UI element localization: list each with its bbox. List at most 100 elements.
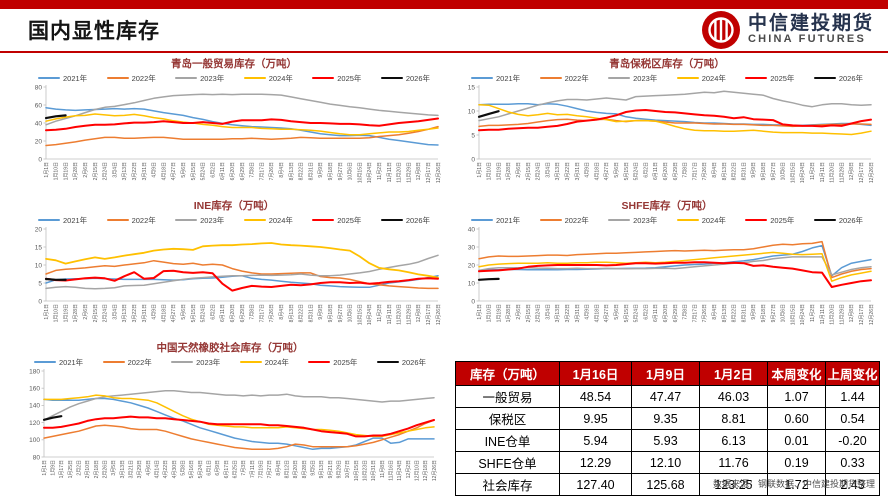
- x-tick-label: 9月27日: [771, 304, 777, 322]
- logo-text: 中信建投期货 CHINA FUTURES: [748, 14, 874, 45]
- x-tick-label: 5月24日: [634, 162, 640, 180]
- legend-year-label: 2026年: [405, 73, 430, 83]
- legend-year-label: 2025年: [770, 73, 795, 83]
- series-line-2026年: [477, 110, 500, 118]
- x-tick-label: 11月11日: [820, 304, 826, 324]
- y-tick-label: 100: [29, 437, 40, 444]
- x-tick-label: 9月5日: [311, 460, 317, 476]
- x-tick-label: 9月9日: [751, 162, 757, 178]
- legend-line-swatch: [608, 76, 631, 80]
- x-tick-label: 11月16日: [389, 460, 395, 481]
- x-tick-label: 8月13日: [722, 162, 728, 180]
- x-tick-label: 3月31日: [575, 304, 581, 322]
- x-tick-label: 10月15日: [357, 304, 363, 325]
- x-tick-label: 6月20日: [663, 162, 669, 180]
- x-tick-label: 1月19日: [496, 162, 502, 180]
- x-tick-label: 4月6日: [146, 460, 152, 476]
- inventory-summary-table: 库存（万吨） 1月16日 1月9日 1月2日 本周变化 上周变化 一般贸易 48.54 47.…: [455, 361, 880, 496]
- x-tick-label: 8月4日: [279, 304, 285, 320]
- x-tick-label: 12月26日: [869, 162, 875, 183]
- x-tick-label: 10月6日: [348, 162, 354, 180]
- x-tick-label: 6月17日: [224, 460, 230, 478]
- x-tick-label: 9月9日: [751, 304, 757, 320]
- x-tick-label: 8月31日: [308, 162, 314, 180]
- x-tick-label: 10月6日: [781, 162, 787, 180]
- x-tick-label: 8月28日: [302, 460, 308, 478]
- legend-item: 2023年: [175, 215, 224, 225]
- x-tick-label: 3月22日: [132, 162, 138, 180]
- legend-line-swatch: [539, 76, 562, 80]
- y-tick-label: 30: [468, 244, 476, 251]
- chart-qingdao-general-trade: 青岛一般贸易库存（万吨） 2021年 2022年 2023年 2024年 2025年 20…: [22, 58, 446, 195]
- x-tick-label: 6月25日: [233, 460, 239, 478]
- x-tick-label: 11月20日: [397, 304, 403, 325]
- x-tick-label: 7月17日: [692, 162, 698, 180]
- x-tick-label: 6月29日: [240, 304, 246, 322]
- x-tick-label: 4月9日: [585, 304, 591, 320]
- legend-line-swatch: [376, 360, 399, 364]
- y-tick-label: 5: [38, 280, 42, 287]
- value-cell: 1.44: [825, 385, 880, 408]
- y-tick-label: 140: [29, 403, 40, 410]
- series-line-2025年: [45, 269, 439, 292]
- x-tick-label: 3月21日: [129, 460, 135, 478]
- x-tick-label: 2月6日: [516, 304, 522, 320]
- x-tick-label: 3月4日: [112, 162, 118, 178]
- x-tick-label: 12月26日: [436, 304, 442, 325]
- x-tick-label: 12月2日: [406, 460, 412, 478]
- x-tick-label: 12月17日: [426, 304, 432, 325]
- x-tick-label: 1月1日: [44, 162, 50, 178]
- legend-year-label: 2024年: [268, 73, 293, 83]
- value-cell: -0.20: [825, 429, 880, 452]
- legend-line-swatch: [608, 218, 631, 222]
- value-cell: 0.60: [767, 407, 826, 430]
- legend-item: 2021年: [38, 215, 87, 225]
- value-cell: 11.76: [699, 451, 768, 474]
- x-tick-label: 12月8日: [416, 162, 422, 180]
- x-tick-label: 9月18日: [761, 162, 767, 180]
- series-line-2023年: [45, 254, 439, 290]
- x-tick-label: 11月20日: [830, 304, 836, 325]
- x-tick-label: 10月23日: [363, 460, 369, 481]
- x-tick-label: 10月24日: [800, 304, 806, 325]
- table-header-cell: 1月16日: [559, 361, 632, 386]
- legend-item: 2025年: [745, 73, 794, 83]
- legend-year-label: 2025年: [337, 73, 362, 83]
- legend-line-swatch: [745, 218, 768, 222]
- series-line-2025年: [478, 109, 872, 132]
- legend-year-label: 2024年: [268, 215, 293, 225]
- legend-year-label: 2023年: [633, 215, 658, 225]
- x-tick-label: 5月24日: [634, 304, 640, 322]
- value-cell: 47.47: [631, 385, 700, 408]
- y-tick-label: 20: [35, 226, 43, 233]
- x-tick-label: 6月20日: [663, 304, 669, 322]
- legend-line-swatch: [38, 76, 60, 80]
- series-line-2024年: [478, 104, 872, 136]
- legend-line-swatch: [175, 218, 198, 222]
- x-tick-label: 5月15日: [191, 162, 197, 180]
- x-tick-label: 10月24日: [367, 162, 373, 183]
- value-cell: 2.43: [825, 473, 880, 496]
- x-tick-label: 11月11日: [387, 162, 393, 182]
- x-tick-label: 1月1日: [42, 460, 48, 476]
- x-tick-label: 2月24日: [103, 162, 109, 180]
- chart-legend: 2021年 2022年 2023年 2024年 2025年 2026年: [455, 215, 879, 225]
- y-tick-label: 5: [471, 132, 475, 139]
- x-tick-label: 5月15日: [624, 304, 630, 322]
- series-line-2023年: [478, 256, 872, 276]
- series-line-2024年: [478, 251, 872, 282]
- series-line-2026年: [44, 114, 67, 120]
- y-tick-label: 180: [29, 368, 40, 375]
- chart-legend: 2021年 2022年 2023年 2024年 2025年 2026年: [22, 73, 446, 83]
- x-tick-label: 11月11日: [387, 304, 393, 324]
- x-tick-label: 11月2日: [810, 304, 816, 322]
- value-cell: 46.03: [699, 385, 768, 408]
- legend-item: 2022年: [539, 215, 589, 225]
- x-tick-label: 11月24日: [397, 460, 403, 481]
- y-tick-label: 15: [35, 244, 43, 251]
- x-tick-label: 5月15日: [624, 162, 630, 180]
- legend-line-swatch: [102, 360, 125, 364]
- x-tick-label: 12月8日: [849, 304, 855, 322]
- x-tick-label: 4月9日: [585, 162, 591, 178]
